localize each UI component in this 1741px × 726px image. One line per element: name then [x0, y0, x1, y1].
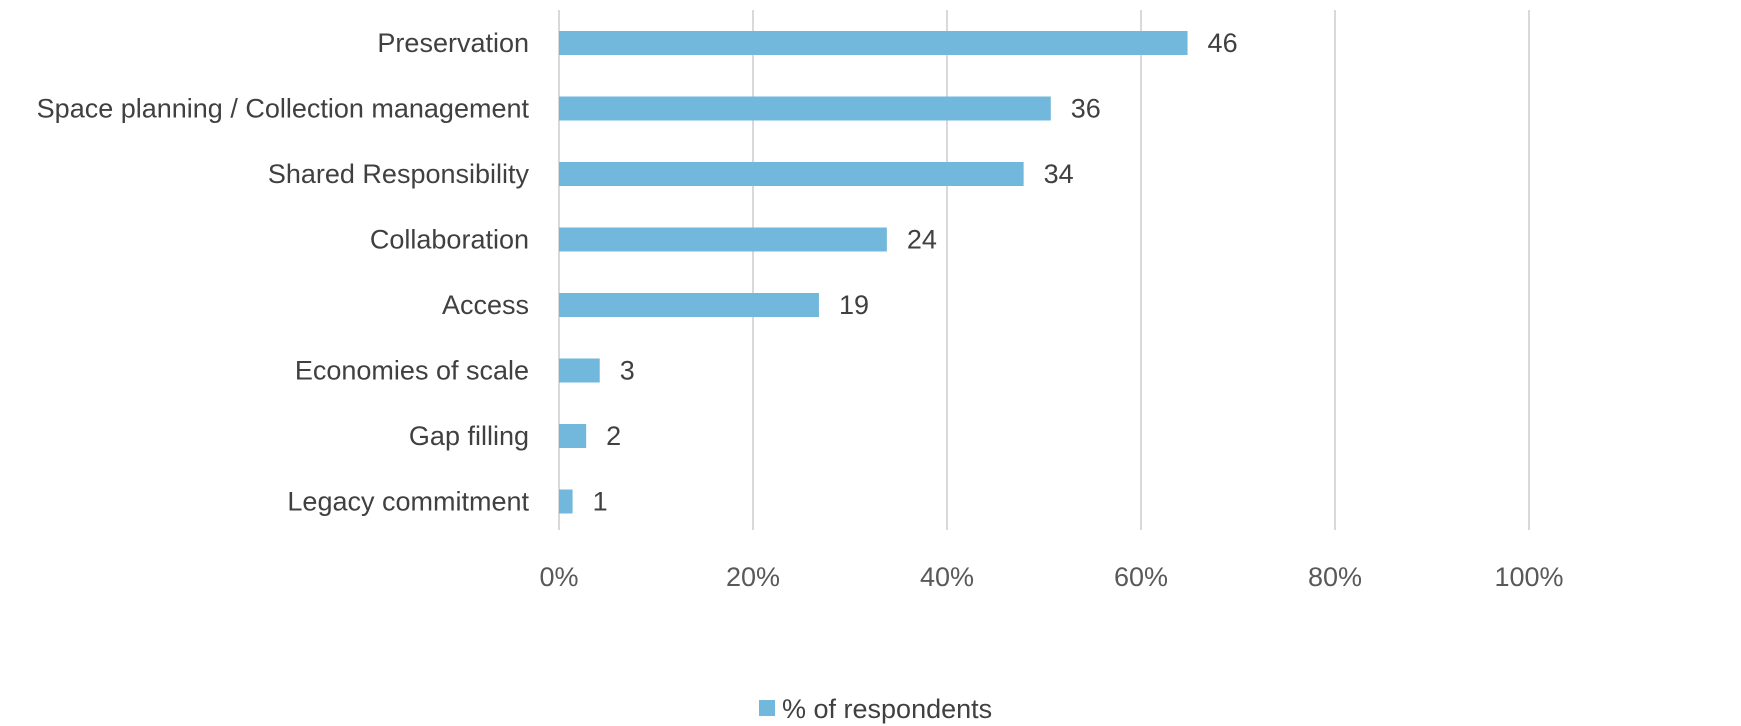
data-labels: 46 36 34 24 19 3 2 1: [593, 28, 1238, 517]
legend-label: % of respondents: [782, 694, 992, 724]
legend: % of respondents: [759, 694, 992, 724]
bars: [559, 31, 1188, 514]
category-label: Gap filling: [409, 421, 529, 451]
x-tick-label: 20%: [726, 562, 780, 592]
category-label: Collaboration: [370, 225, 529, 255]
x-tick-label: 100%: [1494, 562, 1563, 592]
data-label: 36: [1071, 94, 1101, 124]
bar: [559, 227, 887, 252]
category-label: Access: [442, 290, 529, 320]
x-tick-label: 40%: [920, 562, 974, 592]
x-axis-ticks: 0% 20% 40% 60% 80% 100%: [539, 562, 1563, 592]
data-label: 3: [620, 356, 635, 386]
x-tick-label: 0%: [539, 562, 578, 592]
data-label: 1: [593, 487, 608, 517]
category-label: Legacy commitment: [287, 487, 529, 517]
data-label: 34: [1044, 159, 1074, 189]
bar: [559, 489, 573, 514]
data-label: 24: [907, 225, 937, 255]
category-label: Economies of scale: [295, 356, 529, 386]
category-label: Preservation: [377, 28, 529, 58]
bar: [559, 162, 1024, 186]
data-label: 2: [606, 421, 621, 451]
bar: [559, 31, 1188, 55]
bar: [559, 96, 1051, 121]
bar: [559, 424, 587, 448]
x-tick-label: 80%: [1308, 562, 1362, 592]
category-labels: Preservation Space planning / Collection …: [37, 28, 530, 517]
bar: [559, 293, 819, 317]
category-label: Space planning / Collection management: [37, 94, 530, 124]
gridlines: [558, 10, 1530, 530]
data-label: 19: [839, 290, 869, 320]
data-label: 46: [1208, 28, 1238, 58]
legend-swatch: [759, 700, 775, 716]
x-tick-label: 60%: [1114, 562, 1168, 592]
category-label: Shared Responsibility: [268, 159, 530, 189]
bar: [559, 358, 600, 383]
